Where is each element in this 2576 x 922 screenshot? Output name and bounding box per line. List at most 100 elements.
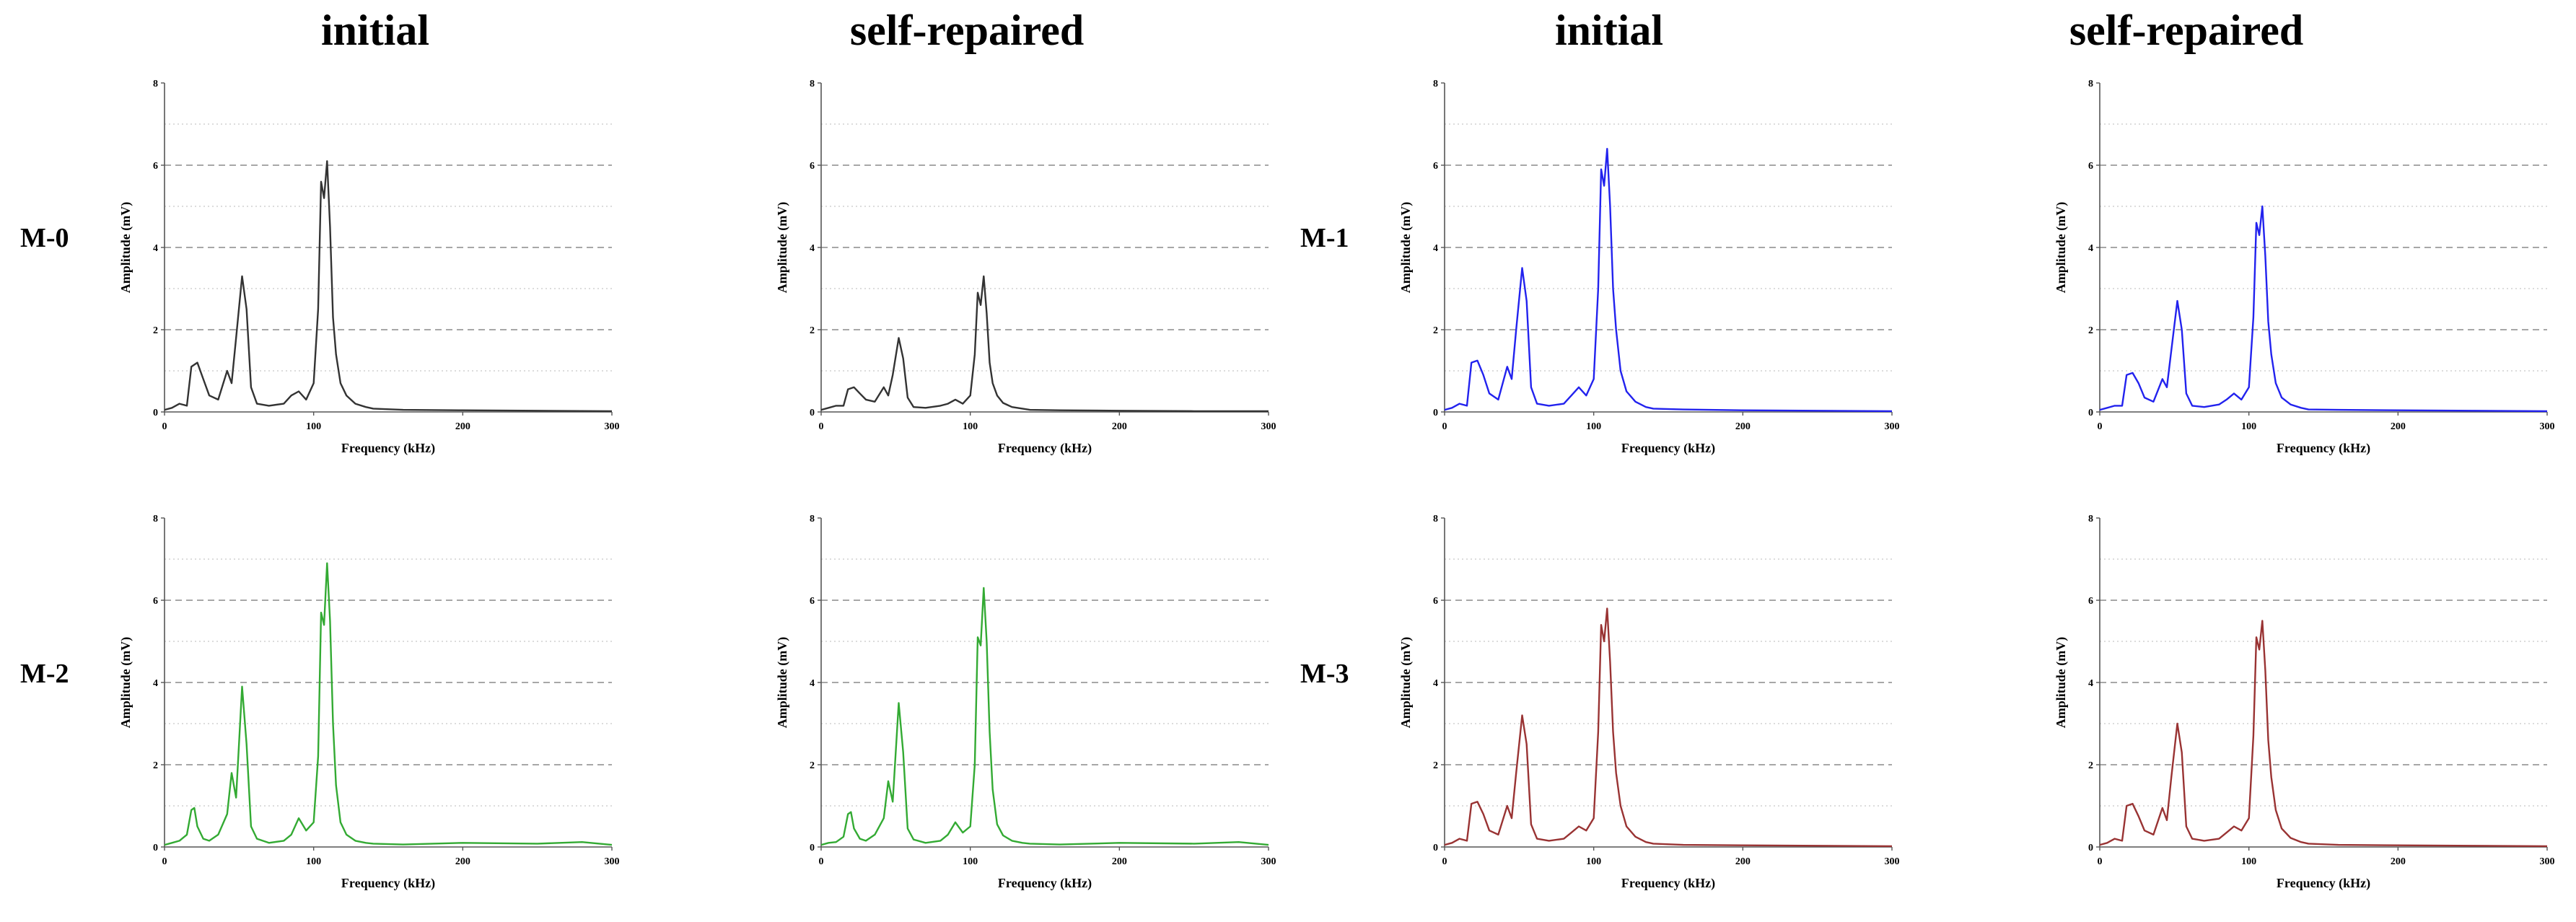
chart-m3-self-repaired: 0 2 4 6 8 0 100 200 300 Frequency (kHz) Amplitude … bbox=[2054, 514, 2555, 891]
y-tick-label: 8 bbox=[810, 79, 815, 89]
x-tick-label: 200 bbox=[1735, 421, 1751, 432]
chart-m1-self-repaired: 0 2 4 6 8 0 100 200 300 Frequency (kHz) Amplitude … bbox=[2054, 79, 2555, 456]
y-tick-label: 6 bbox=[2088, 161, 2093, 172]
x-tick-label: 200 bbox=[1112, 856, 1127, 867]
x-axis-label: Frequency (kHz) bbox=[341, 441, 435, 456]
y-axis-label: Amplitude (mV) bbox=[1398, 202, 1414, 294]
x-tick-label: 200 bbox=[455, 421, 470, 432]
y-tick-label: 0 bbox=[1433, 843, 1438, 853]
y-tick-label: 4 bbox=[810, 243, 815, 254]
column-title-initial-right: initial bbox=[1554, 6, 1664, 54]
x-axis-label: Frequency (kHz) bbox=[1621, 441, 1715, 456]
row-label-m3: M-3 bbox=[1300, 659, 1349, 689]
x-tick-label: 200 bbox=[2391, 421, 2406, 432]
x-tick-label: 300 bbox=[1885, 856, 1900, 867]
y-axis-label: Amplitude (mV) bbox=[2054, 202, 2069, 294]
x-axis-label: Frequency (kHz) bbox=[998, 441, 1092, 456]
x-tick-label: 300 bbox=[605, 421, 620, 432]
x-tick-label: 100 bbox=[2241, 421, 2256, 432]
row-label-m0: M-0 bbox=[20, 223, 69, 253]
series-line-m3-initial bbox=[1444, 607, 1893, 848]
x-axis-label: Frequency (kHz) bbox=[1621, 876, 1715, 891]
y-tick-label: 2 bbox=[153, 325, 158, 336]
x-tick-label: 300 bbox=[1261, 856, 1276, 867]
x-tick-label: 300 bbox=[2540, 421, 2555, 432]
x-tick-label: 100 bbox=[1586, 856, 1601, 867]
series-line-m0-self-repaired bbox=[820, 275, 1269, 413]
x-tick-label: 300 bbox=[2540, 856, 2555, 867]
row-label-m2: M-2 bbox=[20, 659, 69, 689]
y-tick-label: 6 bbox=[810, 596, 815, 607]
y-tick-label: 4 bbox=[153, 678, 158, 689]
x-tick-label: 200 bbox=[2391, 856, 2406, 867]
x-tick-label: 0 bbox=[819, 421, 824, 432]
row-label-m1: M-1 bbox=[1300, 223, 1349, 253]
column-title-initial: initial bbox=[320, 6, 430, 54]
y-tick-label: 4 bbox=[1433, 243, 1438, 254]
y-tick-label: 4 bbox=[1433, 678, 1438, 689]
x-tick-label: 100 bbox=[963, 856, 978, 867]
y-tick-label: 8 bbox=[810, 514, 815, 524]
chart-m2-initial: 0 2 4 6 8 0 100 200 300 Frequency (kHz) Amplitude … bbox=[118, 514, 620, 891]
x-tick-label: 300 bbox=[1885, 421, 1900, 432]
y-axis-label: Amplitude (mV) bbox=[775, 637, 790, 729]
x-tick-label: 0 bbox=[162, 856, 167, 867]
y-axis-label: Amplitude (mV) bbox=[118, 202, 133, 294]
y-tick-label: 2 bbox=[1433, 325, 1438, 336]
x-tick-label: 0 bbox=[2098, 856, 2103, 867]
y-tick-label: 2 bbox=[2088, 760, 2093, 771]
y-tick-label: 8 bbox=[153, 79, 158, 89]
x-axis-label: Frequency (kHz) bbox=[341, 876, 435, 891]
chart-m3-initial: 0 2 4 6 8 0 100 200 300 Frequency (kHz) Amplitude … bbox=[1398, 514, 1900, 891]
y-tick-label: 4 bbox=[153, 243, 158, 254]
x-axis-label: Frequency (kHz) bbox=[2277, 441, 2370, 456]
y-tick-label: 2 bbox=[2088, 325, 2093, 336]
y-axis-label: Amplitude (mV) bbox=[775, 202, 790, 294]
series-line-m0-initial bbox=[164, 160, 613, 413]
series-line-m2-self-repaired bbox=[820, 587, 1269, 846]
y-tick-label: 8 bbox=[153, 514, 158, 524]
x-tick-label: 200 bbox=[1735, 856, 1751, 867]
y-tick-label: 6 bbox=[153, 161, 158, 172]
y-tick-label: 6 bbox=[810, 161, 815, 172]
x-tick-label: 300 bbox=[605, 856, 620, 867]
y-tick-label: 4 bbox=[2088, 678, 2093, 689]
x-axis-label: Frequency (kHz) bbox=[998, 876, 1092, 891]
x-tick-label: 0 bbox=[1442, 421, 1447, 432]
y-tick-label: 0 bbox=[1433, 408, 1438, 418]
series-line-m1-self-repaired bbox=[2099, 205, 2548, 413]
y-tick-label: 0 bbox=[810, 408, 815, 418]
column-title-self-repaired: self-repaired bbox=[849, 6, 1085, 54]
x-tick-label: 0 bbox=[1442, 856, 1447, 867]
y-tick-label: 0 bbox=[2088, 843, 2093, 853]
y-tick-label: 8 bbox=[1433, 514, 1438, 524]
x-tick-label: 200 bbox=[455, 856, 470, 867]
y-tick-label: 8 bbox=[1433, 79, 1438, 89]
x-tick-label: 0 bbox=[819, 856, 824, 867]
y-axis-label: Amplitude (mV) bbox=[118, 637, 133, 729]
y-tick-label: 2 bbox=[1433, 760, 1438, 771]
column-title-self-repaired-right: self-repaired bbox=[2069, 6, 2304, 54]
chart-m0-self-repaired: 0 2 4 6 8 0 100 200 300 Frequency (kHz) Amplitude … bbox=[775, 79, 1276, 456]
x-tick-label: 0 bbox=[2098, 421, 2103, 432]
y-axis-label: Amplitude (mV) bbox=[2054, 637, 2069, 729]
y-tick-label: 6 bbox=[2088, 596, 2093, 607]
x-tick-label: 200 bbox=[1112, 421, 1127, 432]
x-tick-label: 100 bbox=[306, 421, 321, 432]
y-axis-label: Amplitude (mV) bbox=[1398, 637, 1414, 729]
series-line-m1-initial bbox=[1444, 147, 1893, 413]
y-tick-label: 4 bbox=[2088, 243, 2093, 254]
x-tick-label: 100 bbox=[1586, 421, 1601, 432]
x-tick-label: 100 bbox=[963, 421, 978, 432]
chart-m0-initial: 0 2 4 6 8 0 100 200 300 Frequency (kHz) Amplitude … bbox=[118, 79, 620, 456]
series-line-m3-self-repaired bbox=[2099, 620, 2548, 848]
y-tick-label: 8 bbox=[2088, 79, 2093, 89]
y-tick-label: 0 bbox=[810, 843, 815, 853]
y-tick-label: 2 bbox=[810, 760, 815, 771]
y-tick-label: 6 bbox=[1433, 596, 1438, 607]
chart-m1-initial: 0 2 4 6 8 0 100 200 300 Frequency (kHz) Amplitude … bbox=[1398, 79, 1900, 456]
y-tick-label: 0 bbox=[153, 408, 158, 418]
y-tick-label: 6 bbox=[1433, 161, 1438, 172]
chart-m2-self-repaired: 0 2 4 6 8 0 100 200 300 Frequency (kHz) Amplitude … bbox=[775, 514, 1276, 891]
